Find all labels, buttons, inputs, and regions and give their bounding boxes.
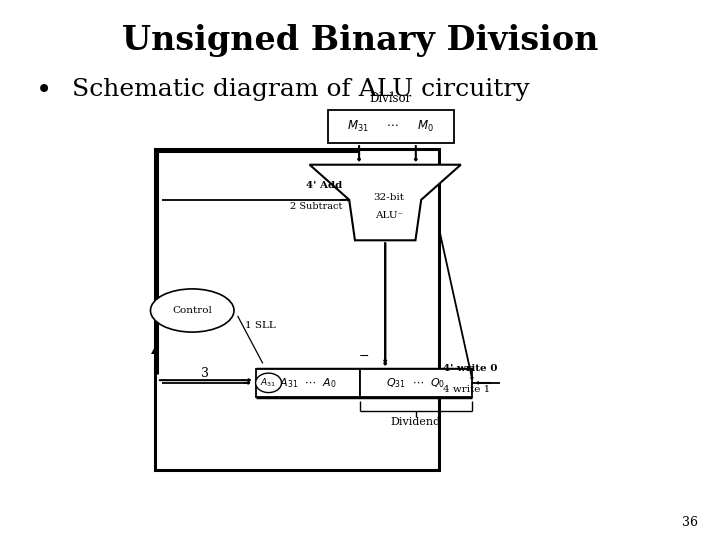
Text: $A_{31}$  $\cdots$  $A_0$: $A_{31}$ $\cdots$ $A_0$ xyxy=(279,376,337,390)
Text: 4' write 0: 4' write 0 xyxy=(443,364,498,373)
Text: 2 Subtract: 2 Subtract xyxy=(289,202,342,211)
Text: 4 write 1: 4 write 1 xyxy=(443,385,490,394)
Text: Unsigned Binary Division: Unsigned Binary Division xyxy=(122,24,598,57)
Text: 32-bit: 32-bit xyxy=(373,193,405,201)
Text: 4' Add: 4' Add xyxy=(306,181,342,190)
Text: $Q_{31}$  $\cdots$  $Q_0$: $Q_{31}$ $\cdots$ $Q_0$ xyxy=(386,376,446,390)
Bar xyxy=(256,369,360,397)
Text: $A_{31}$: $A_{31}$ xyxy=(261,376,276,389)
Text: •: • xyxy=(36,78,53,105)
Bar xyxy=(328,110,454,143)
Text: 36: 36 xyxy=(683,516,698,529)
Text: $M_{31}$     $\cdots$     $M_0$: $M_{31}$ $\cdots$ $M_0$ xyxy=(347,119,434,134)
Text: Schematic diagram of ALU circuitry: Schematic diagram of ALU circuitry xyxy=(72,78,530,102)
Text: Control: Control xyxy=(172,306,212,315)
Bar xyxy=(360,369,472,397)
Text: ALU⁻: ALU⁻ xyxy=(375,212,402,220)
Text: 3: 3 xyxy=(201,367,210,380)
Text: Divisor: Divisor xyxy=(369,92,412,105)
Text: −: − xyxy=(359,350,369,363)
Ellipse shape xyxy=(150,289,234,332)
Circle shape xyxy=(256,373,282,393)
Polygon shape xyxy=(310,165,461,240)
Bar xyxy=(155,148,439,470)
Text: Dividend: Dividend xyxy=(391,417,441,428)
Text: ▲: ▲ xyxy=(150,346,158,355)
Text: 1 SLL: 1 SLL xyxy=(245,321,276,330)
